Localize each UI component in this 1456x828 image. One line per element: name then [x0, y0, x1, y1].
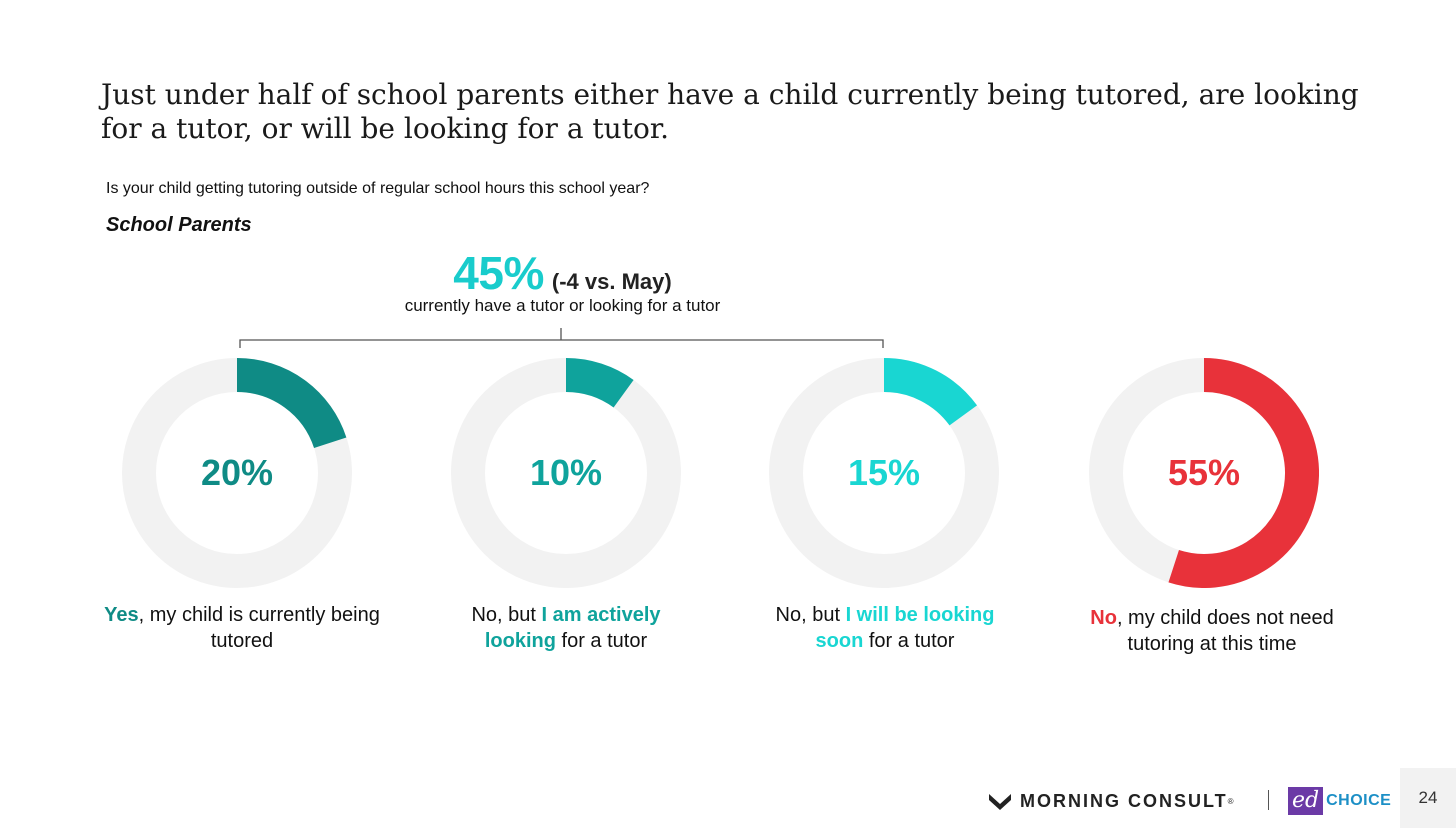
- footer-divider: [1268, 790, 1269, 810]
- morning-consult-mark-icon: [989, 794, 1011, 810]
- donut-3-caption: No, but I will be looking soon for a tut…: [759, 602, 1011, 654]
- summary-label: currently have a tutor or looking for a …: [404, 296, 721, 315]
- caption-3-pre: No, but: [775, 604, 846, 626]
- caption-3-post: for a tutor: [863, 630, 955, 652]
- donut-4-svg: [1089, 358, 1320, 588]
- donut-1-value: 20%: [200, 452, 274, 493]
- donut-1-svg: [122, 358, 352, 588]
- donut-1: 20%: [122, 358, 352, 588]
- caption-2-pre: No, but: [471, 604, 542, 626]
- donut-1-segment: [236, 358, 347, 449]
- caption-4-highlight: No: [1090, 607, 1117, 629]
- donut-2: 10%: [451, 358, 681, 588]
- page-number: 24: [1400, 768, 1456, 828]
- registered-mark: ®: [1227, 796, 1234, 806]
- morning-consult-text: MORNING CONSULT: [1020, 790, 1228, 811]
- donut-3-svg: [769, 358, 999, 588]
- edchoice-ed: ed: [1288, 787, 1324, 815]
- donut-2-svg: [451, 358, 681, 588]
- edchoice-logo: ed CHOICE: [1288, 786, 1391, 816]
- donut-3: 15%: [769, 358, 999, 588]
- summary-change: (-4 vs. May): [551, 269, 672, 294]
- donut-1-caption: Yes, my child is currently being tutored: [97, 602, 387, 654]
- donut-4-value: 55%: [1167, 452, 1241, 493]
- donut-3-segment: [883, 358, 978, 426]
- donut-3-value: 15%: [847, 452, 921, 493]
- donut-2-caption: No, but I am actively looking for a tuto…: [451, 602, 681, 654]
- edchoice-choice: CHOICE: [1326, 792, 1392, 809]
- caption-1-highlight: Yes: [104, 604, 139, 626]
- caption-2-post: for a tutor: [555, 630, 648, 652]
- caption-3-highlight: I will be looking soon: [815, 604, 995, 652]
- summary-value: 45%: [453, 247, 544, 299]
- survey-question: Is your child getting tutoring outside o…: [106, 180, 650, 197]
- caption-2-highlight: I am actively looking: [484, 604, 661, 652]
- caption-1-post: , my child is currently being tutored: [138, 604, 380, 652]
- donut-4-caption: No, my child does not need tutoring at t…: [1079, 605, 1345, 657]
- audience-label: School Parents: [106, 214, 252, 236]
- summary-callout: 45% (-4 vs. May) currently have a tutor o…: [300, 246, 825, 316]
- caption-4-post: , my child does not need tutoring at thi…: [1116, 607, 1334, 655]
- morning-consult-logo: MORNING CONSULT ®: [988, 786, 1234, 816]
- donut-4-segment: [1168, 358, 1320, 588]
- donut-2-value: 10%: [529, 452, 603, 493]
- donut-4: 55%: [1089, 358, 1320, 588]
- donut-2-segment: [565, 358, 634, 408]
- headline: Just under half of school parents either…: [101, 78, 1359, 145]
